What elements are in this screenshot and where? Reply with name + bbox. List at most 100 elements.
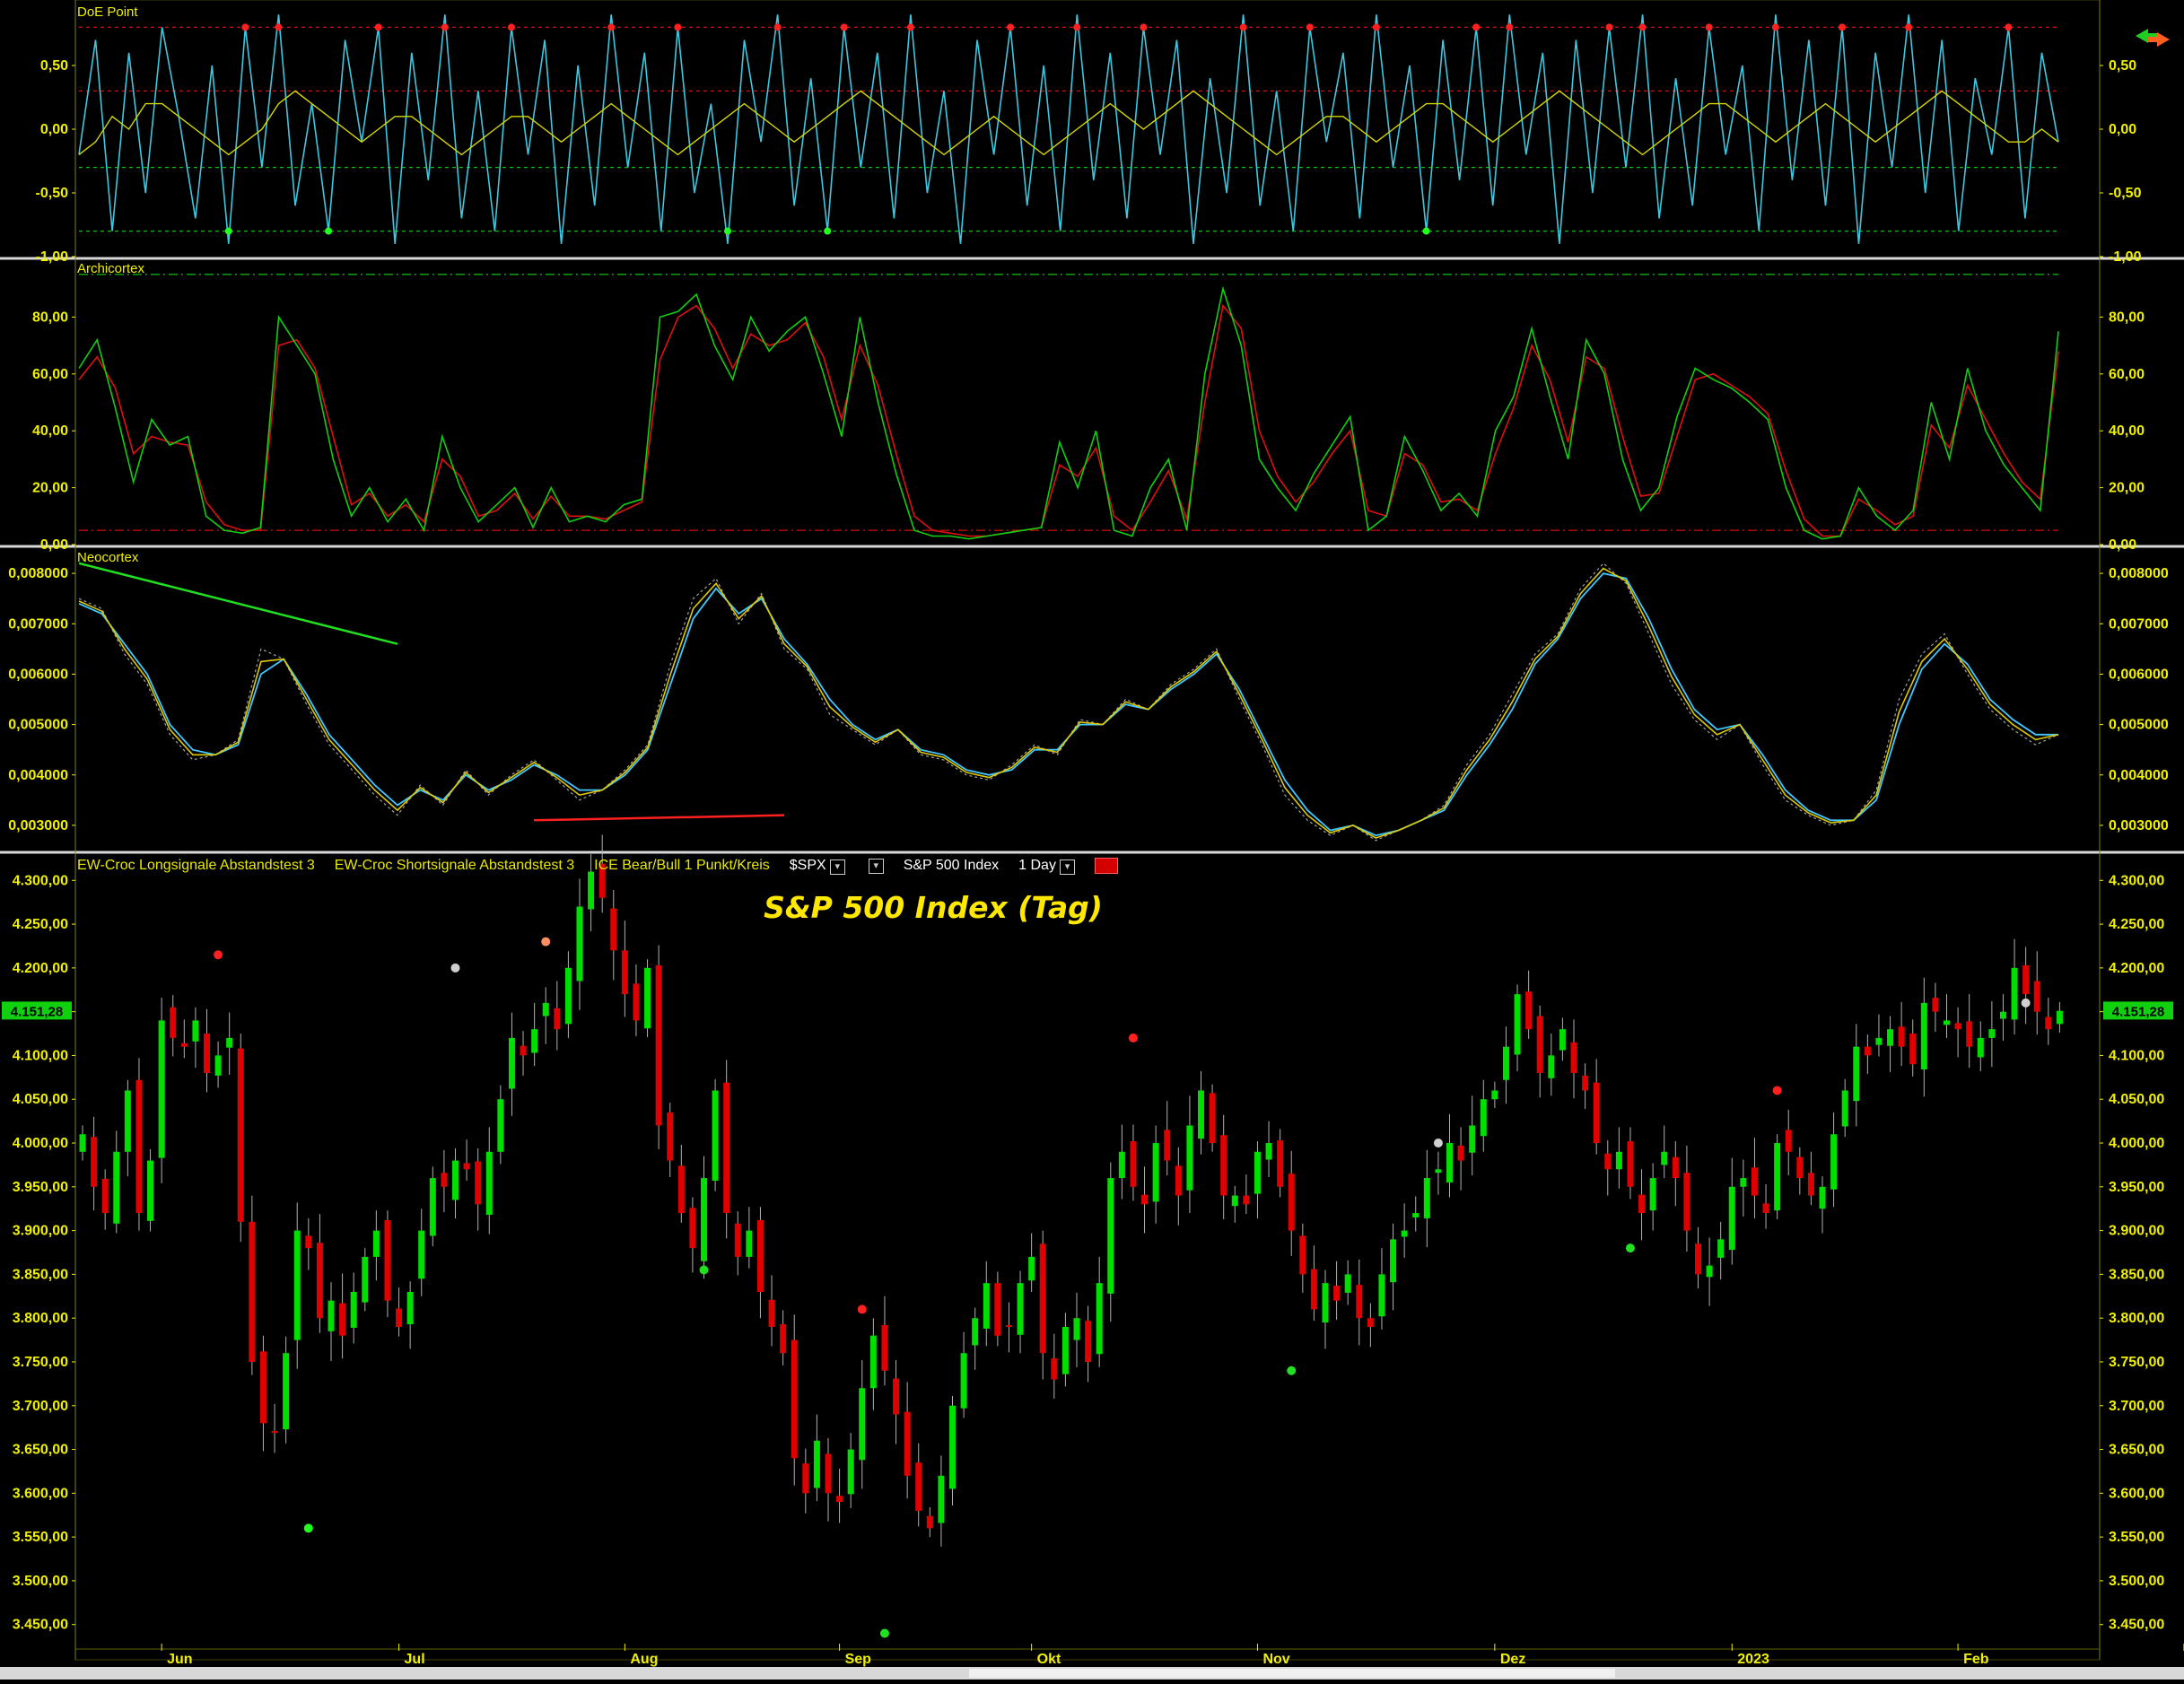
candle-body-32 [441, 1173, 448, 1187]
candle-body-30 [418, 1230, 425, 1279]
candle-body-27 [384, 1219, 391, 1301]
pane-title-doe-point: DoE Point [77, 4, 138, 20]
candle-body-84 [1028, 1256, 1035, 1281]
candle-body-142 [1683, 1173, 1690, 1231]
candle-body-101 [1220, 1135, 1227, 1196]
candle-body-100 [1209, 1093, 1216, 1144]
candle-body-136 [1615, 1151, 1622, 1170]
x-tick-5: Nov [1262, 1652, 1289, 1667]
y-tick-left-1-4: 0,00 [40, 537, 68, 553]
candle-body-166 [1954, 1023, 1961, 1030]
candle-body-156 [1841, 1090, 1848, 1127]
pane-title-archicortex: Archicortex [77, 261, 145, 276]
signal-dot-8 [1287, 1366, 1297, 1375]
candle-body-60 [756, 1219, 764, 1292]
chart-toolbar: EW-Croc Longsignale Abstandstest 3 EW-Cr… [77, 854, 1118, 877]
x-tick-6: Dez [1500, 1652, 1525, 1667]
signal-dot-0 [214, 950, 223, 960]
candle-body-114 [1367, 1318, 1374, 1327]
scrollbar-thumb[interactable] [969, 1669, 1615, 1678]
candle-body-152 [1796, 1156, 1804, 1179]
doe-dot-top-56 [1007, 23, 1015, 31]
candle-body-134 [1593, 1082, 1600, 1144]
signal-dot-4 [699, 1265, 709, 1275]
candle-body-76 [938, 1475, 945, 1523]
doe-dot-top-36 [674, 23, 682, 31]
candle-body-161 [1898, 1026, 1905, 1047]
y-tick-right-3-7: 3.950,00 [2109, 1180, 2164, 1195]
y-tick-right-3-5: 4.050,00 [2109, 1092, 2164, 1107]
y-tick-left-1-2: 40,00 [32, 423, 68, 439]
candle-body-144 [1706, 1265, 1713, 1278]
y-tick-left-3-0: 4.300,00 [13, 873, 68, 888]
candle-body-35 [475, 1161, 482, 1205]
candle-body-20 [305, 1235, 312, 1249]
candle-body-94 [1141, 1194, 1149, 1205]
x-tick-4: Okt [1037, 1652, 1061, 1667]
y-tick-right-3-10: 3.800,00 [2109, 1311, 2164, 1326]
candle-body-38 [508, 1037, 515, 1089]
symbol-dropdown-icon[interactable]: ▾ [829, 859, 845, 875]
candle-body-47 [610, 908, 617, 951]
symbol-selector[interactable]: $SPX ▾ [790, 858, 845, 875]
y-tick-left-3-13: 3.650,00 [13, 1443, 68, 1458]
candle-body-53 [677, 1165, 685, 1214]
indicator-label-ice[interactable]: ICE Bear/Bull 1 Punkt/Kreis [594, 858, 770, 873]
candle-body-174 [2045, 1017, 2052, 1030]
y-tick-left-3-10: 3.800,00 [13, 1311, 68, 1326]
candle-body-121 [1446, 1143, 1453, 1182]
symbol-label: $SPX [789, 857, 826, 873]
chart-type-dropdown-icon[interactable]: ▾ [868, 858, 884, 874]
y-tick-right-3-8: 3.900,00 [2109, 1224, 2164, 1239]
candle-body-72 [893, 1378, 900, 1415]
candle-body-58 [734, 1223, 741, 1257]
candle-body-146 [1728, 1186, 1735, 1251]
candle-body-123 [1469, 1125, 1476, 1153]
signal-dot-3 [541, 937, 551, 947]
y-tick-right-1-0: 80,00 [2109, 310, 2145, 325]
candle-body-129 [1536, 1016, 1543, 1073]
candle-body-158 [1864, 1046, 1871, 1056]
indicator-label-long[interactable]: EW-Croc Longsignale Abstandstest 3 [77, 858, 315, 873]
candle-body-120 [1435, 1169, 1442, 1174]
candle-body-113 [1356, 1285, 1363, 1319]
y-tick-left-3-7: 3.950,00 [13, 1180, 68, 1195]
doe-dot-top-78 [1372, 23, 1380, 31]
candle-body-98 [1186, 1125, 1193, 1191]
doe-dot-top-12 [275, 23, 283, 31]
indicator-label-short[interactable]: EW-Croc Shortsignale Abstandstest 3 [334, 858, 575, 873]
y-tick-left-3-11: 3.750,00 [13, 1355, 68, 1370]
x-tick-7: 2023 [1737, 1652, 1769, 1667]
doe-dot-top-84 [1472, 23, 1481, 31]
y-tick-left-0-2: -0,50 [36, 186, 69, 201]
signal-dot-5 [857, 1304, 867, 1314]
sync-right-arrow-icon [2148, 32, 2170, 47]
y-tick-left-2-5: 0,003000 [8, 818, 68, 833]
interval-selector[interactable]: 1 Day ▾ [1018, 858, 1075, 875]
signal-dot-9 [1433, 1139, 1443, 1148]
candle-body-80 [983, 1283, 990, 1329]
candle-body-28 [396, 1308, 403, 1327]
candle-body-39 [520, 1045, 527, 1056]
candle-body-143 [1695, 1243, 1701, 1275]
candle-body-57 [723, 1082, 730, 1214]
candle-body-99 [1198, 1090, 1204, 1139]
interval-dropdown-icon[interactable]: ▾ [1059, 859, 1075, 875]
candle-body-108 [1299, 1235, 1306, 1275]
candle-body-66 [825, 1453, 832, 1494]
candle-body-90 [1096, 1283, 1103, 1355]
candle-body-93 [1130, 1141, 1137, 1187]
y-tick-right-2-3: 0,005000 [2109, 718, 2169, 733]
last-price-badge-right [2103, 1001, 2173, 1020]
alert-button[interactable] [1094, 858, 1118, 874]
candle-body-148 [1751, 1167, 1758, 1196]
candle-body-23 [339, 1303, 346, 1336]
y-tick-left-3-2: 4.200,00 [13, 961, 68, 976]
candle-body-115 [1378, 1274, 1385, 1317]
x-tick-0: Jun [167, 1652, 192, 1667]
y-tick-right-0-3: -1,00 [2109, 249, 2142, 265]
candle-body-138 [1638, 1194, 1646, 1214]
candle-body-36 [485, 1151, 493, 1216]
y-tick-right-0-2: -0,50 [2109, 186, 2142, 201]
y-tick-left-3-9: 3.850,00 [13, 1267, 68, 1282]
